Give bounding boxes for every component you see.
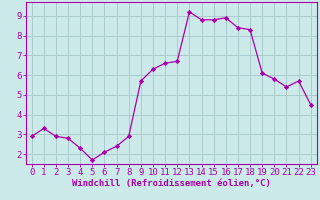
- X-axis label: Windchill (Refroidissement éolien,°C): Windchill (Refroidissement éolien,°C): [72, 179, 271, 188]
